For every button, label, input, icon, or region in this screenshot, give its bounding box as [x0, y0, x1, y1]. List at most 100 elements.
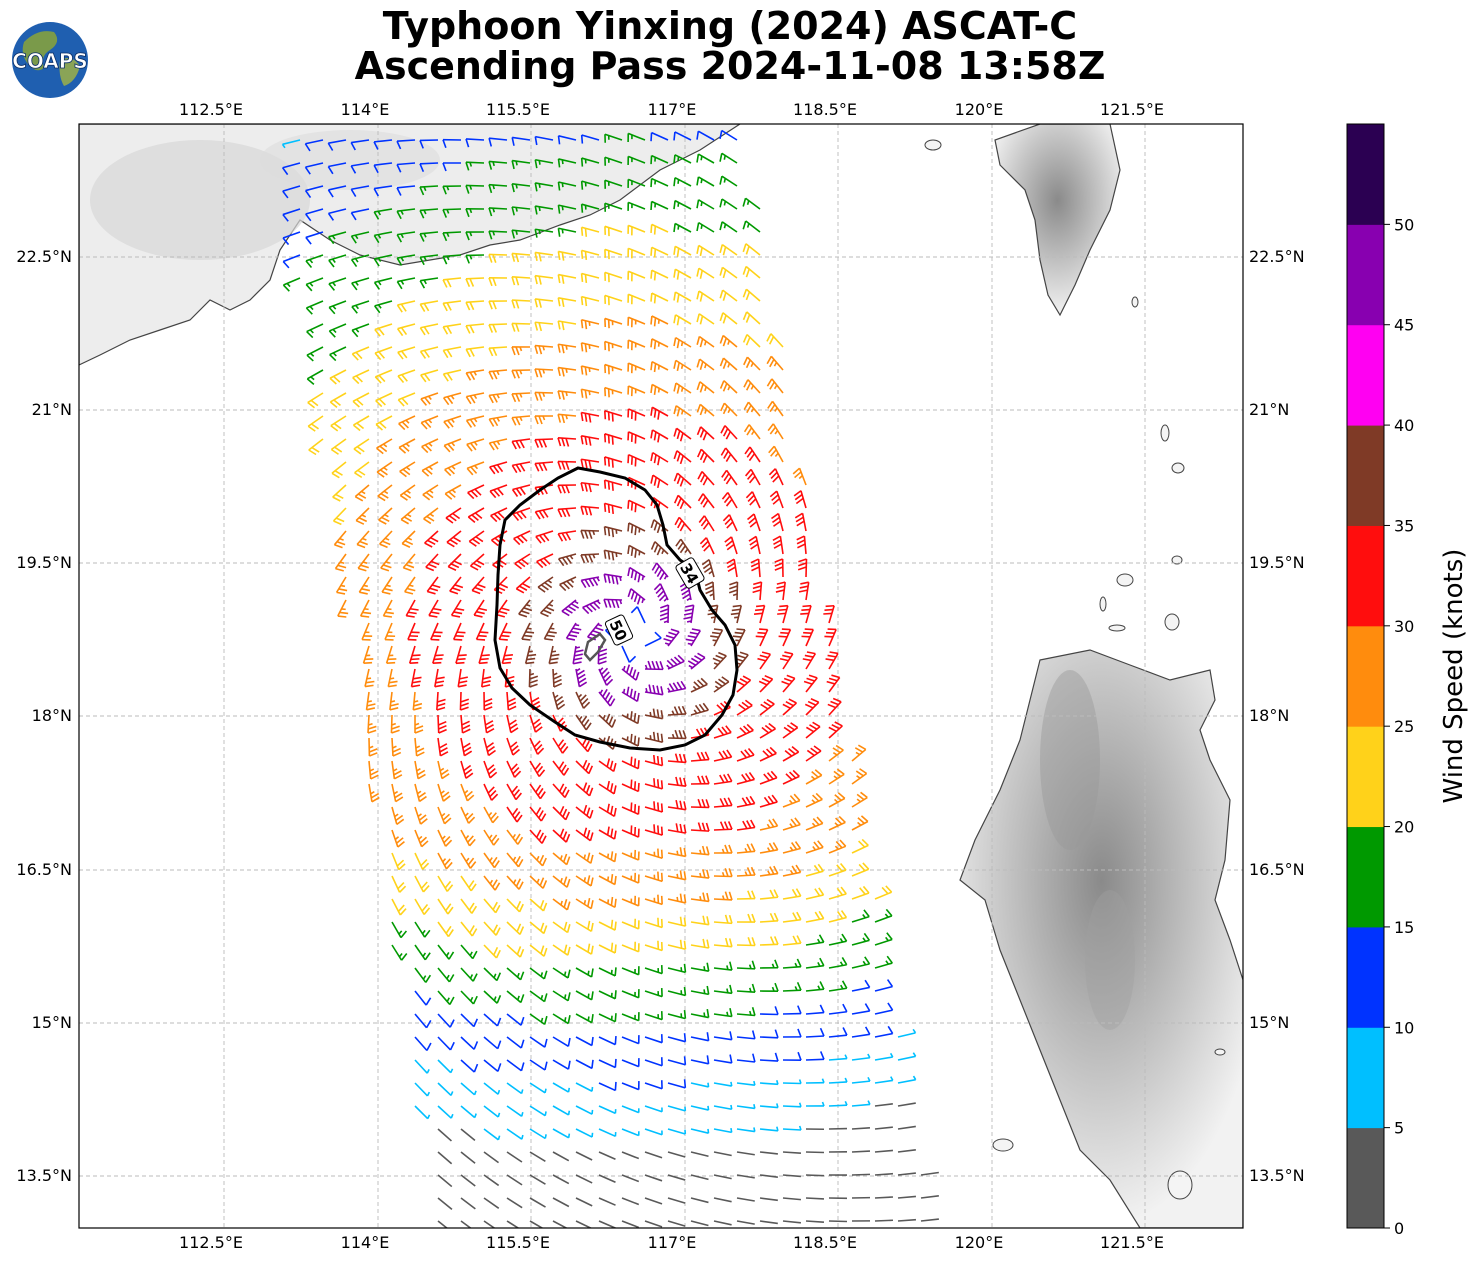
wind-barb: [667, 1079, 687, 1089]
wind-barb: [426, 576, 441, 595]
wind-barb: [603, 479, 623, 491]
wind-barb: [575, 1036, 594, 1047]
wind-barb: [598, 967, 617, 977]
wind-barb: [805, 769, 823, 785]
wind-barb: [713, 1008, 733, 1018]
wind-barb: [465, 415, 485, 428]
wind-barb: [376, 461, 393, 478]
wind-barb: [690, 677, 708, 693]
wind-barb: [621, 941, 640, 953]
wind-barb: [604, 386, 623, 398]
wind-barb: [828, 1003, 848, 1015]
wind-barb: [362, 645, 374, 664]
wind-barb: [529, 921, 548, 935]
wind-barb: [552, 737, 569, 754]
wind-barb: [782, 1051, 802, 1062]
wind-barb: [414, 737, 425, 757]
wind-barb: [552, 691, 566, 711]
wind-barb: [460, 806, 476, 824]
wind-barb: [759, 889, 779, 900]
wind-barb: [650, 338, 669, 350]
wind-barb: [897, 1148, 916, 1153]
wind-barb: [627, 339, 646, 351]
wind-barb: [690, 1032, 710, 1042]
wind-barb: [874, 1172, 894, 1176]
wind-barb: [304, 185, 324, 198]
wind-barb: [673, 494, 692, 510]
wind-barb: [719, 357, 738, 371]
wind-barb: [459, 691, 470, 711]
wind-barb: [580, 388, 600, 399]
wind-barb: [420, 369, 439, 383]
wind-barb: [748, 535, 761, 555]
wind-barb: [374, 346, 393, 361]
wind-barb: [719, 289, 738, 302]
wind-barb: [644, 871, 663, 883]
wind-barb: [759, 912, 779, 923]
wind-barb: [306, 369, 324, 385]
land-taiwan: [994, 124, 1121, 317]
wind-barb: [674, 516, 692, 532]
wind-barb: [627, 270, 646, 282]
wind-barb: [506, 714, 519, 734]
wind-barb: [565, 622, 582, 641]
wind-barb: [713, 1104, 733, 1111]
wind-barb: [713, 749, 733, 762]
lon-label: 114°E: [341, 100, 390, 119]
wind-barb: [350, 185, 370, 197]
wind-barb: [728, 581, 739, 601]
wind-barb: [851, 979, 871, 992]
wind-barb: [851, 744, 867, 762]
wind-barb: [460, 875, 477, 892]
wind-barb: [696, 403, 715, 417]
lon-labels-bottom: 112.5°E 114°E 115.5°E 117°E 118.5°E 120°…: [179, 1233, 1164, 1252]
wind-barb: [402, 553, 416, 572]
wind-barb: [719, 334, 738, 348]
lon-label: 112.5°E: [179, 1233, 243, 1252]
wind-barb: [803, 674, 818, 693]
lat-label: 16.5°N: [1249, 860, 1305, 879]
wind-barb: [736, 1007, 756, 1017]
wind-barb: [777, 604, 789, 624]
wind-barb: [580, 157, 600, 167]
wind-barb: [604, 179, 623, 189]
wind-barb: [690, 1082, 710, 1088]
wind-barb: [465, 369, 485, 381]
wind-barb: [391, 806, 405, 825]
wind-barb: [675, 538, 692, 555]
wind-barb: [350, 139, 370, 151]
wind-barb: [630, 606, 646, 624]
wind-barb: [506, 852, 524, 868]
wind-barb: [350, 162, 370, 174]
wind-barb: [673, 222, 692, 233]
wind-barb: [782, 888, 802, 900]
wind-barb: [398, 438, 416, 454]
wind-barb: [414, 898, 431, 916]
wind-barb: [489, 484, 508, 499]
wind-barb: [358, 576, 371, 595]
wind-barb: [442, 323, 462, 335]
wind-barb: [736, 747, 755, 762]
wind-barb: [598, 1128, 617, 1138]
wind-barb: [364, 668, 375, 688]
wind-barb: [759, 722, 776, 739]
wind-barb: [580, 203, 600, 213]
wind-barb: [650, 154, 669, 165]
wind-barb: [330, 415, 347, 432]
wind-barb: [604, 340, 623, 352]
wind-barb: [644, 1105, 663, 1113]
wind-barb: [385, 645, 397, 664]
wind-barb: [575, 1174, 593, 1184]
wind-barb: [667, 1197, 686, 1204]
wind-barb: [874, 1076, 894, 1084]
wind-barb: [506, 760, 522, 778]
wind-barb: [828, 1220, 848, 1223]
wind-barb: [437, 1013, 455, 1028]
wind-barb: [792, 467, 807, 486]
wind-barb: [557, 366, 577, 377]
wind-barb: [644, 1034, 663, 1044]
wind-barb: [696, 426, 715, 441]
wind-barb: [736, 771, 756, 785]
wind-barb: [437, 852, 453, 870]
wind-barb: [800, 604, 812, 624]
